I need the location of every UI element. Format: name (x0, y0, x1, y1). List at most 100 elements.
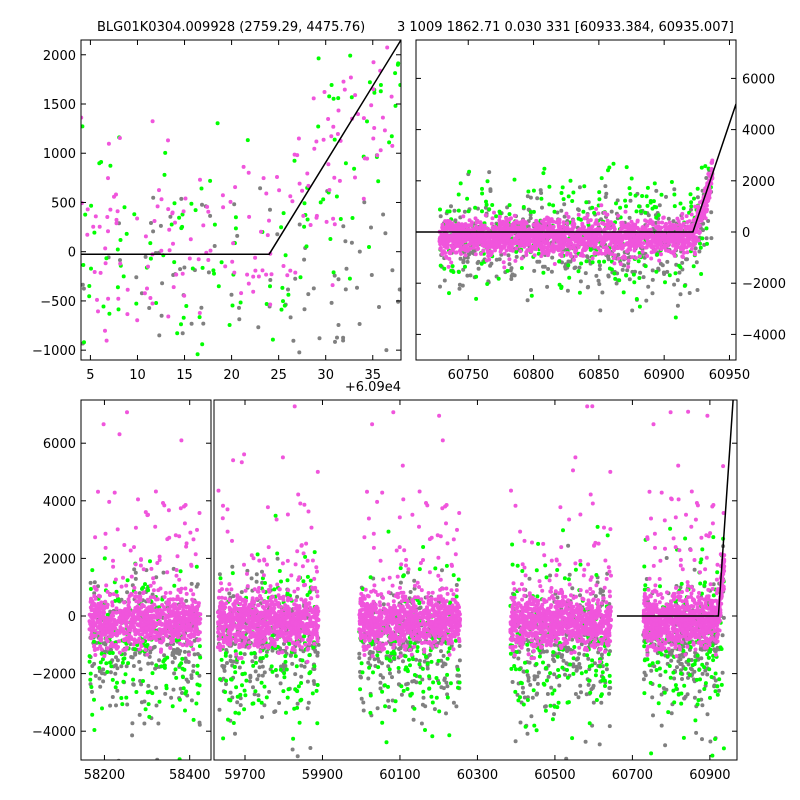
data-point (109, 631, 114, 636)
data-point (680, 254, 685, 259)
data-point (268, 302, 273, 307)
data-point (680, 243, 685, 248)
data-point (442, 278, 447, 283)
data-point (298, 275, 303, 280)
data-point (603, 195, 608, 199)
data-point (103, 246, 108, 251)
data-point (264, 695, 269, 700)
data-point (562, 214, 567, 219)
data-point (581, 242, 586, 247)
data-point (341, 338, 346, 343)
data-point (666, 216, 671, 221)
data-point (525, 194, 530, 199)
data-point (347, 276, 352, 281)
data-point (301, 579, 306, 584)
data-point (281, 264, 286, 268)
data-point (279, 579, 283, 584)
data-point (291, 736, 296, 741)
data-point (444, 254, 448, 259)
data-point (632, 226, 637, 231)
data-point (200, 265, 205, 270)
data-point (529, 293, 534, 298)
data-point (104, 338, 109, 343)
data-point (231, 594, 236, 599)
data-point (308, 746, 313, 750)
data-point (596, 278, 601, 283)
data-point (596, 211, 601, 216)
data-point (240, 660, 245, 665)
data-point (97, 614, 102, 619)
data-point (223, 264, 228, 269)
data-point (148, 645, 153, 650)
data-point (205, 204, 210, 209)
data-point (625, 241, 629, 246)
data-point (235, 700, 240, 705)
data-point (166, 138, 170, 143)
data-point (238, 651, 243, 656)
data-point (148, 632, 153, 636)
data-point (576, 208, 581, 212)
data-point (90, 712, 95, 717)
data-point (133, 651, 138, 656)
data-point (228, 654, 233, 659)
data-point (565, 221, 570, 226)
data-point (315, 653, 320, 658)
data-point (449, 237, 453, 242)
data-point (93, 653, 98, 657)
data-point (472, 233, 477, 238)
data-point (111, 558, 115, 563)
data-point (680, 216, 685, 221)
data-point (181, 209, 186, 214)
data-point (637, 204, 641, 209)
data-point (182, 649, 187, 654)
data-point (494, 242, 499, 247)
data-point (547, 184, 552, 189)
data-point (161, 570, 166, 575)
data-point (183, 708, 187, 713)
data-point (92, 580, 97, 585)
data-point (486, 239, 491, 244)
data-point (296, 684, 301, 689)
data-point (186, 652, 191, 657)
data-point (484, 202, 489, 207)
data-point (564, 252, 569, 257)
data-point (270, 669, 275, 674)
data-point (598, 227, 603, 232)
data-point (149, 221, 153, 225)
data-point (343, 161, 348, 166)
data-point (618, 236, 623, 241)
data-point (208, 213, 213, 218)
data-point (101, 422, 106, 427)
x-tick-label: 20 (223, 368, 240, 383)
data-point (678, 265, 683, 270)
data-point (572, 257, 576, 262)
data-point (101, 679, 106, 684)
data-point (463, 224, 467, 229)
data-point (678, 223, 683, 228)
data-point (629, 226, 634, 231)
data-point (457, 286, 462, 291)
data-point (477, 237, 482, 241)
data-point (208, 178, 213, 183)
data-point (689, 207, 693, 212)
data-point (687, 226, 692, 231)
data-point (82, 340, 86, 345)
data-point (182, 293, 187, 298)
data-point (676, 245, 681, 249)
data-point (440, 252, 445, 257)
data-point (486, 228, 491, 233)
data-point (219, 260, 224, 265)
data-point (699, 165, 704, 170)
data-point (188, 635, 193, 640)
data-point (357, 249, 362, 254)
data-point (551, 203, 556, 208)
data-point (650, 268, 655, 273)
data-point (543, 240, 547, 245)
data-point (195, 663, 200, 668)
data-point (576, 269, 581, 274)
data-point (306, 292, 311, 297)
data-point (606, 257, 611, 262)
data-point (107, 499, 112, 504)
data-point (188, 530, 193, 535)
data-point (290, 661, 295, 666)
